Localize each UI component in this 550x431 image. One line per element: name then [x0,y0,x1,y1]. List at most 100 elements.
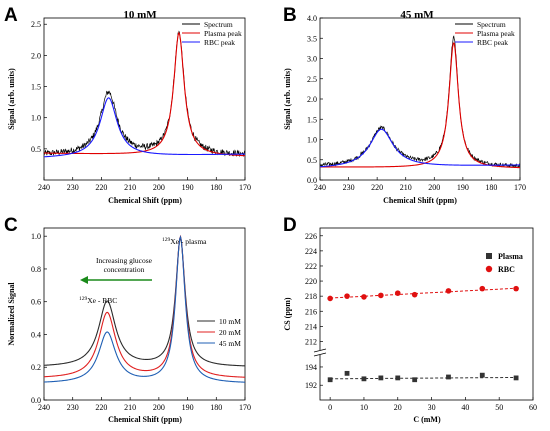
panel-label-d: D [283,215,297,236]
panel-d-frame [319,227,534,401]
panel-c-legend: 10 mM 20 mM 45 mM [197,317,241,348]
panel-d-legend: Plasma RBC [485,252,523,274]
x-tick-label: 170 [239,183,251,192]
plasma-point [361,376,367,382]
series-plasma-peak-line [43,31,246,157]
legend-swatch-plasma [486,253,492,259]
x-tick-label: 230 [343,183,355,192]
series-spectrum-line [319,35,521,169]
panel-d: D 0 10 20 30 40 50 60 212 214 216 218 220 222 224 226… [283,215,537,424]
y-tick-label: 1.5 [307,115,317,124]
x-tick-label: 190 [457,183,469,192]
x-tick-label: 200 [153,183,165,192]
panel-c-y-ticks: 0.0 0.2 0.4 0.6 0.8 1.0 [31,232,47,405]
fit-line-rbc [330,287,517,299]
y-tick-label: 212 [305,337,317,346]
legend-entry: 20 mM [219,328,241,337]
legend-entry: 10 mM [219,317,241,326]
y-tick-label: 214 [305,322,317,331]
panel-a-x-ticks: 240 230 220 210 200 190 180 170 [38,177,251,192]
x-tick-label: 40 [461,403,469,412]
green-arrow [80,276,152,284]
plasma-point [446,374,451,380]
panel-label-a: A [4,5,18,26]
y-tick-label: 226 [305,232,317,241]
x-tick-label: 210 [400,183,412,192]
series-plasma-peak-line [319,42,521,169]
rbc-point [479,285,486,292]
series-spectrum-line [43,30,246,158]
rbc-point [394,290,401,296]
y-tick-label: 192 [305,381,317,390]
y-tick-label: 4.0 [307,14,317,23]
panel-b: B 45 mM 240 230 220 210 200 190 180 170 0.0 0.5 1… [283,5,526,205]
annotation-rbc-label: Xe - RBC [87,296,117,305]
panel-d-y-ticks: 212 214 216 218 220 222 224 226 192 194 [305,232,323,390]
rbc-point [327,295,333,302]
y-tick-label: 218 [305,292,317,301]
rbc-point [513,285,519,292]
legend-entry: RBC peak [477,38,508,47]
x-tick-label: 240 [38,403,50,412]
panel-a-title: 10 mM [123,9,157,21]
plasma-point [395,375,401,381]
axis-break-mark [313,348,327,357]
annotation-xe-rbc: 129Xe - RBC [79,296,117,305]
x-tick-label: 210 [124,183,136,192]
y-tick-label: 1.0 [31,232,41,241]
rbc-point [361,294,367,300]
annotation-concentration: concentration [104,265,145,274]
panel-label-c: C [4,215,18,236]
x-tick-label: 180 [210,183,222,192]
series-45-mm-line [43,234,246,383]
annotation-xe-plasma: 129Xe - plasma [162,237,207,246]
y-tick-label: 0.0 [31,396,41,405]
panel-c-x-ticks: 240 230 220 210 200 190 180 170 [38,397,251,412]
y-tick-label: 0.4 [31,330,41,339]
legend-entry: Spectrum [477,20,506,29]
x-tick-label: 190 [182,403,194,412]
x-tick-label: 220 [371,183,383,192]
legend-entry: Plasma peak [477,29,515,38]
x-tick-label: 180 [485,183,497,192]
legend-entry: Plasma peak [204,29,242,38]
panel-c-y-label: Normalized Signal [7,282,16,346]
legend-swatch-rbc [485,265,493,273]
series-10-mm-line [43,236,246,367]
y-tick-label: 1.0 [31,114,41,123]
y-tick-label: 2.0 [31,51,41,60]
y-tick-label: 2.5 [307,75,317,84]
series-rbc-peak-line [43,97,246,158]
panel-b-title: 45 mM [400,9,434,21]
legend-entry: Spectrum [204,20,233,29]
panel-a-x-label: Chemical Shift (ppm) [108,196,182,205]
x-tick-label: 170 [239,403,251,412]
x-tick-label: 240 [314,183,326,192]
rbc-point [378,292,384,299]
x-tick-label: 220 [95,183,107,192]
x-tick-label: 200 [153,403,165,412]
plasma-point [327,377,333,383]
annotation-isotope-rbc: 129 [79,296,88,302]
panel-label-b: B [283,5,297,26]
y-tick-label: 222 [305,262,317,271]
annotation-plasma-label: Xe - plasma [170,237,207,246]
panel-b-x-label: Chemical Shift (ppm) [383,196,457,205]
rbc-point [411,291,418,298]
rbc-point [344,293,350,299]
plasma-point [378,375,384,381]
rbc-point [445,288,452,294]
x-tick-label: 50 [495,403,503,412]
y-tick-label: 2.0 [307,95,317,104]
panel-d-x-label: C (mM) [413,415,441,424]
y-tick-label: 3.5 [307,34,317,43]
x-tick-label: 210 [124,403,136,412]
y-tick-label: 2.5 [31,20,41,29]
x-tick-label: 230 [67,183,79,192]
panel-a-frame [43,17,246,181]
x-tick-label: 170 [514,183,526,192]
panel-b-x-ticks: 240 230 220 210 200 190 180 170 [314,177,526,192]
